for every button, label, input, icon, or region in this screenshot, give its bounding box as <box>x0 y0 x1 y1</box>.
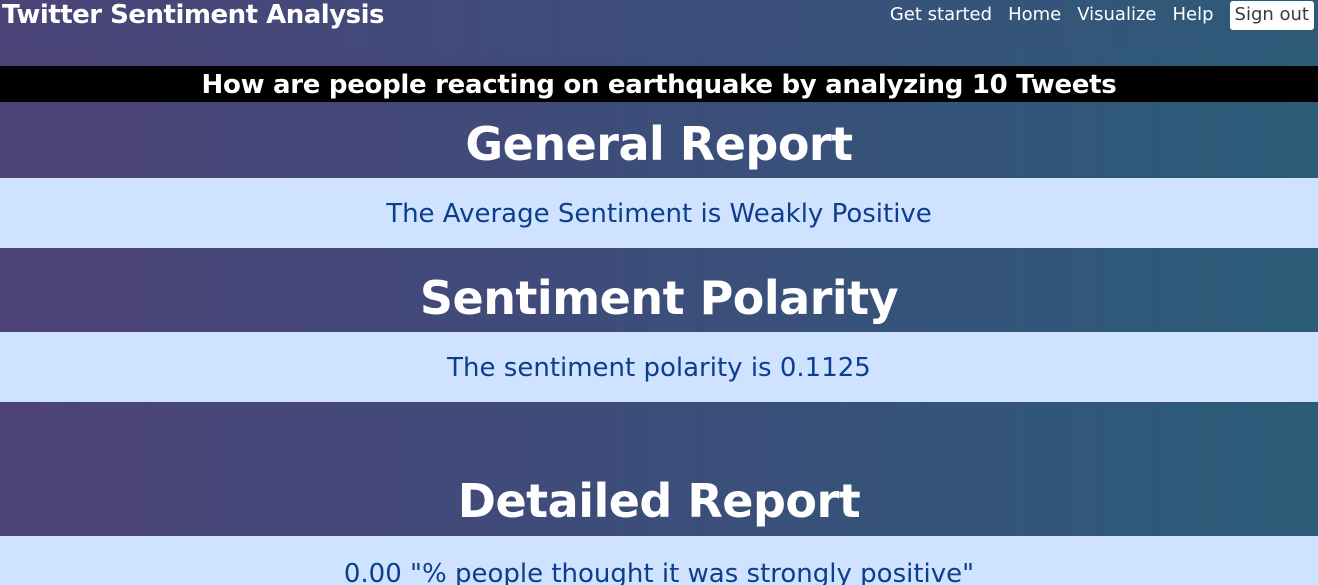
general-report-title: General Report <box>465 117 853 171</box>
nav-link-get-started[interactable]: Get started <box>889 4 993 25</box>
nav-link-home[interactable]: Home <box>1008 4 1062 25</box>
headline-banner: How are people reacting on earthquake by… <box>0 66 1318 102</box>
detailed-report-title: Detailed Report <box>457 474 861 528</box>
brand-title[interactable]: Twitter Sentiment Analysis <box>2 0 385 30</box>
sign-out-button[interactable]: Sign out <box>1229 0 1314 30</box>
nav-link-help[interactable]: Help <box>1172 4 1214 25</box>
sentiment-polarity-title: Sentiment Polarity <box>419 271 899 325</box>
nav-link-visualize[interactable]: Visualize <box>1077 4 1157 25</box>
general-report-result: The Average Sentiment is Weakly Positive <box>0 178 1318 248</box>
detailed-report-result: 0.00 "% people thought it was strongly p… <box>0 536 1318 585</box>
sentiment-polarity-result: The sentiment polarity is 0.1125 <box>0 332 1318 402</box>
navbar: Twitter Sentiment Analysis Get started H… <box>0 0 1318 52</box>
nav-links: Get started Home Visualize Help Sign out <box>890 0 1314 30</box>
